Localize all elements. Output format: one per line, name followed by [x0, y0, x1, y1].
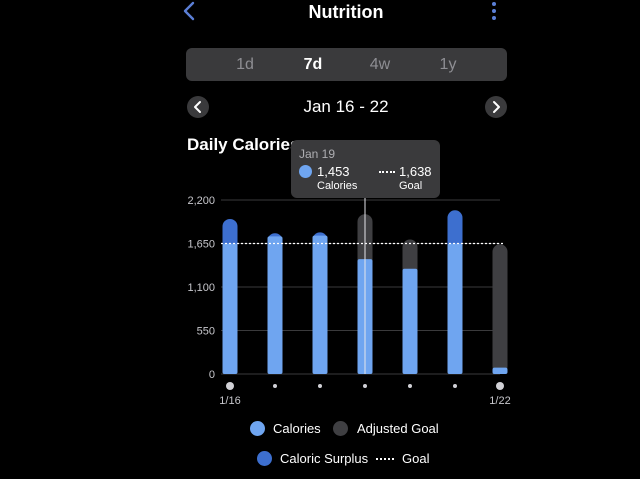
tooltip-calories-label: Calories [317, 180, 358, 192]
calories-bar [312, 235, 328, 374]
calories-legend-dot-icon [250, 421, 265, 436]
tab-1d[interactable]: 1d [236, 56, 254, 73]
daily-calories-chart[interactable]: 0 550 1,100 1,650 2,200 1/16 1/22 [180, 190, 520, 415]
previous-range-button[interactable] [187, 96, 209, 118]
tooltip-date: Jan 19 [299, 147, 336, 161]
tooltip-goal-value: 1,638 [399, 164, 432, 179]
tab-7d[interactable]: 7d [303, 56, 323, 73]
calories-dot-icon [299, 165, 312, 178]
tab-1y[interactable]: 1y [439, 56, 457, 73]
calories-bar [267, 236, 283, 374]
calories-bar [492, 367, 508, 374]
page-title: Nutrition [308, 2, 384, 22]
legend-caloric-surplus: Caloric Surplus [280, 451, 369, 466]
x-tick-label: 1/22 [489, 395, 510, 407]
x-tick-dot [408, 384, 412, 388]
goal-legend-line-icon [376, 458, 394, 460]
y-tick-label: 0 [209, 369, 215, 381]
time-range-segmented-control: 1d 7d 4w 1y [186, 48, 507, 81]
calories-bar [447, 243, 463, 374]
y-tick-label: 1,650 [187, 239, 215, 251]
kebab-menu-icon[interactable] [488, 2, 500, 24]
tab-4w[interactable]: 4w [369, 56, 391, 73]
legend-adjusted-goal: Adjusted Goal [357, 421, 439, 436]
chevron-left-icon [194, 101, 201, 113]
tooltip-calories-value: 1,453 [317, 164, 350, 179]
chart-title: Daily Calories [187, 135, 300, 154]
chevron-right-icon [493, 101, 500, 113]
back-button[interactable] [180, 0, 200, 24]
caloric-surplus-legend-dot-icon [257, 451, 272, 466]
goal-dotted-line-icon [379, 171, 395, 173]
x-tick-dot [453, 384, 457, 388]
date-range-label: Jan 16 - 22 [303, 97, 389, 116]
chevron-left-icon [183, 1, 195, 21]
chart-tooltip: Jan 19 1,453 Calories 1,638 Goal [291, 140, 440, 198]
x-tick-label: 1/16 [219, 395, 240, 407]
legend-goal: Goal [402, 451, 430, 466]
x-tick-dot [273, 384, 277, 388]
x-tick-dot [363, 384, 367, 388]
y-tick-label: 1,100 [187, 282, 215, 294]
next-range-button[interactable] [485, 96, 507, 118]
calories-bar [222, 243, 238, 374]
x-tick-dot [318, 384, 322, 388]
x-tick-dot [226, 382, 234, 390]
y-tick-label: 2,200 [187, 195, 215, 207]
calories-bar [402, 268, 418, 374]
legend-calories: Calories [273, 421, 321, 436]
adjusted-goal-legend-dot-icon [333, 421, 348, 436]
tooltip-goal-label: Goal [399, 180, 423, 192]
x-tick-dot [496, 382, 504, 390]
adjusted-goal-bar [492, 244, 508, 374]
y-tick-label: 550 [197, 326, 215, 338]
